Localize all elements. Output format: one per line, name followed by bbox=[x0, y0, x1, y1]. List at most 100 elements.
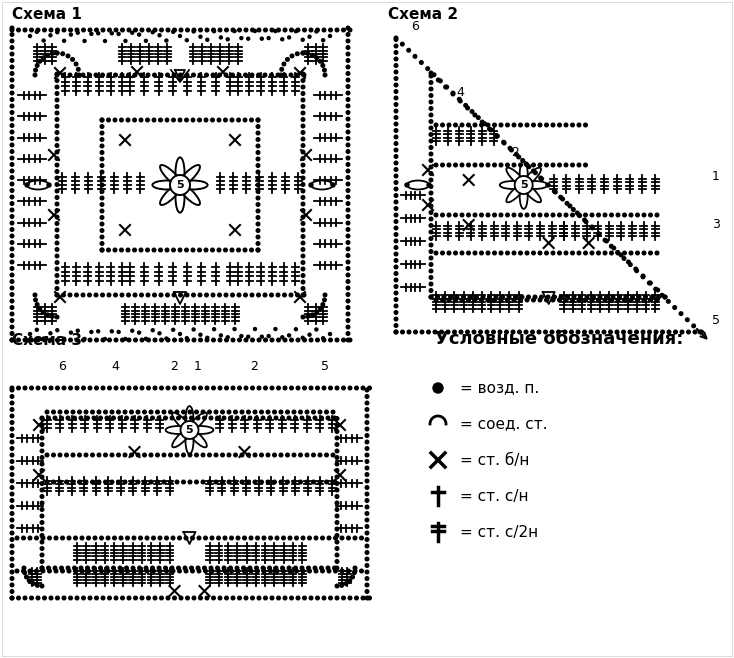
Circle shape bbox=[346, 72, 350, 75]
Circle shape bbox=[248, 566, 252, 570]
Circle shape bbox=[10, 241, 14, 244]
Circle shape bbox=[628, 263, 632, 266]
Circle shape bbox=[172, 293, 176, 297]
Circle shape bbox=[335, 553, 339, 557]
Circle shape bbox=[55, 138, 59, 141]
Circle shape bbox=[68, 569, 70, 573]
Circle shape bbox=[429, 230, 433, 234]
Circle shape bbox=[329, 28, 333, 32]
Circle shape bbox=[225, 386, 228, 390]
Circle shape bbox=[283, 386, 287, 390]
Circle shape bbox=[223, 569, 227, 573]
Circle shape bbox=[132, 569, 136, 573]
Circle shape bbox=[256, 170, 260, 174]
Circle shape bbox=[160, 338, 163, 342]
Circle shape bbox=[10, 544, 14, 548]
Circle shape bbox=[256, 216, 260, 219]
Circle shape bbox=[101, 118, 103, 122]
Circle shape bbox=[133, 293, 137, 297]
Circle shape bbox=[137, 410, 139, 414]
Circle shape bbox=[17, 386, 21, 390]
Circle shape bbox=[302, 28, 306, 32]
Circle shape bbox=[451, 91, 455, 95]
Circle shape bbox=[47, 183, 51, 187]
Circle shape bbox=[394, 148, 398, 152]
Circle shape bbox=[205, 293, 208, 297]
Circle shape bbox=[75, 293, 79, 297]
Circle shape bbox=[101, 596, 105, 600]
Circle shape bbox=[622, 251, 626, 255]
Circle shape bbox=[353, 566, 357, 570]
Circle shape bbox=[308, 536, 311, 540]
Circle shape bbox=[35, 64, 39, 67]
Circle shape bbox=[123, 480, 127, 484]
Circle shape bbox=[65, 453, 68, 457]
Circle shape bbox=[78, 480, 81, 484]
Circle shape bbox=[55, 170, 59, 173]
Circle shape bbox=[40, 482, 44, 486]
Circle shape bbox=[55, 274, 59, 277]
Circle shape bbox=[120, 248, 123, 252]
Circle shape bbox=[366, 447, 368, 450]
Circle shape bbox=[394, 122, 398, 126]
Circle shape bbox=[59, 417, 63, 420]
Circle shape bbox=[344, 582, 348, 586]
Circle shape bbox=[571, 163, 574, 166]
Circle shape bbox=[156, 453, 159, 457]
Circle shape bbox=[366, 576, 368, 580]
Circle shape bbox=[25, 575, 28, 579]
Circle shape bbox=[486, 213, 490, 216]
Circle shape bbox=[394, 265, 398, 269]
Circle shape bbox=[611, 295, 615, 299]
Circle shape bbox=[55, 91, 59, 95]
Circle shape bbox=[323, 73, 327, 77]
Circle shape bbox=[584, 251, 587, 255]
Circle shape bbox=[487, 295, 491, 299]
Circle shape bbox=[323, 298, 326, 302]
Circle shape bbox=[74, 63, 78, 66]
Circle shape bbox=[238, 386, 241, 390]
Circle shape bbox=[584, 163, 587, 166]
Circle shape bbox=[146, 73, 150, 77]
Circle shape bbox=[267, 37, 270, 39]
Circle shape bbox=[81, 293, 85, 297]
Circle shape bbox=[297, 338, 299, 342]
Circle shape bbox=[10, 447, 14, 450]
Circle shape bbox=[100, 536, 103, 540]
Circle shape bbox=[512, 213, 516, 216]
Circle shape bbox=[182, 480, 185, 484]
Circle shape bbox=[10, 45, 14, 49]
Circle shape bbox=[545, 251, 548, 255]
Circle shape bbox=[101, 73, 104, 77]
Circle shape bbox=[460, 163, 464, 166]
Circle shape bbox=[256, 248, 260, 252]
Circle shape bbox=[335, 508, 339, 511]
Circle shape bbox=[38, 307, 42, 311]
Circle shape bbox=[55, 293, 59, 297]
Circle shape bbox=[515, 153, 518, 156]
Circle shape bbox=[346, 215, 350, 218]
Circle shape bbox=[133, 118, 137, 122]
Circle shape bbox=[564, 213, 568, 216]
Circle shape bbox=[113, 118, 117, 122]
Circle shape bbox=[335, 386, 339, 390]
Circle shape bbox=[301, 131, 305, 134]
Circle shape bbox=[40, 553, 44, 557]
Circle shape bbox=[40, 430, 44, 434]
Circle shape bbox=[454, 251, 457, 255]
Circle shape bbox=[230, 248, 234, 252]
Circle shape bbox=[301, 254, 305, 258]
Circle shape bbox=[622, 330, 625, 334]
Circle shape bbox=[251, 386, 254, 390]
Circle shape bbox=[130, 410, 134, 414]
Circle shape bbox=[10, 221, 14, 225]
Circle shape bbox=[10, 78, 14, 82]
Circle shape bbox=[473, 251, 477, 255]
Circle shape bbox=[301, 124, 305, 128]
Circle shape bbox=[660, 293, 664, 297]
Circle shape bbox=[100, 569, 103, 573]
Circle shape bbox=[78, 410, 81, 414]
Circle shape bbox=[286, 453, 289, 457]
Circle shape bbox=[515, 176, 533, 194]
Circle shape bbox=[38, 59, 42, 63]
